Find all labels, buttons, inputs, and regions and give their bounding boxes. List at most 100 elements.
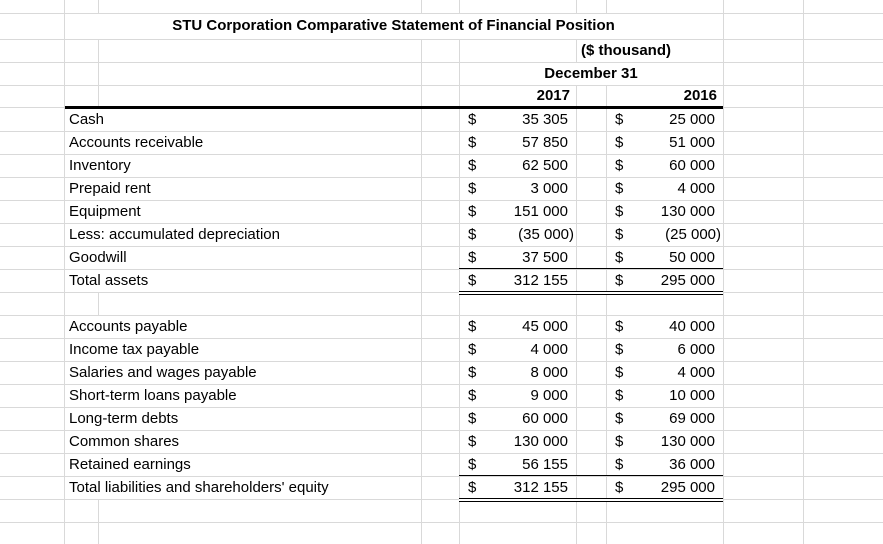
amount-cell-2017[interactable]: $ (35 000) (459, 223, 576, 246)
label-cell[interactable]: Less: accumulated depreciation (69, 226, 280, 243)
amount-cell-2016[interactable]: $25 000 (606, 108, 723, 131)
gridline (98, 292, 99, 315)
amount-cell-2016[interactable]: $40 000 (606, 315, 723, 338)
amount-value: 8 000 (530, 364, 568, 381)
amount-value: 130 000 (660, 433, 715, 450)
amount-cell-2016[interactable]: $51 000 (606, 131, 723, 154)
label-cell[interactable]: Cash (69, 111, 105, 128)
label-cell[interactable]: Short-term loans payable (69, 387, 237, 404)
gridline (576, 39, 577, 62)
amount-cell-2017[interactable]: $151 000 (459, 200, 576, 223)
gridline (0, 62, 883, 63)
amount-cell-2017[interactable]: $312 155 (459, 269, 576, 292)
amount-cell-2017[interactable]: $35 305 (459, 108, 576, 131)
amount-value: 3 000 (530, 180, 568, 197)
gridline (606, 0, 607, 13)
label-cell[interactable]: Long-term debts (69, 410, 179, 427)
amount-cell-2016[interactable]: $10 000 (606, 384, 723, 407)
amount-cell-2017[interactable]: $3 000 (459, 177, 576, 200)
amount-cell-2016[interactable]: $4 000 (606, 361, 723, 384)
gridline (0, 315, 883, 316)
label-cell[interactable]: Goodwill (69, 249, 127, 266)
year-header-2016[interactable]: 2016 (683, 87, 717, 104)
amount-value: 130 000 (660, 203, 715, 220)
gridline (0, 223, 883, 224)
label-cell[interactable]: Accounts receivable (69, 134, 204, 151)
amount-cell-2017[interactable]: $37 500 (459, 246, 576, 269)
label-cell[interactable]: Total liabilities and shareholders' equi… (69, 479, 329, 496)
gridline (0, 39, 883, 40)
gridline (576, 85, 577, 544)
currency-symbol: $ (615, 226, 624, 243)
currency-symbol: $ (615, 318, 624, 335)
date-header-cell[interactable]: December 31 (544, 65, 638, 82)
year-header-2017[interactable]: 2017 (536, 87, 570, 104)
currency-symbol: $ (615, 157, 624, 174)
amount-cell-2016[interactable]: $ (25 000) (606, 223, 723, 246)
amount-value: 51 000 (669, 134, 715, 151)
amount-value: 295 000 (660, 479, 715, 496)
amount-value: 57 850 (522, 134, 568, 151)
amount-cell-2016[interactable]: $130 000 (606, 200, 723, 223)
label-cell[interactable]: Accounts payable (69, 318, 188, 335)
currency-symbol: $ (615, 433, 624, 450)
label-cell[interactable]: Inventory (69, 157, 131, 174)
amount-cell-2016[interactable]: $50 000 (606, 246, 723, 269)
gridline (0, 453, 883, 454)
amount-cell-2017[interactable]: $8 000 (459, 361, 576, 384)
amount-cell-2016[interactable]: $130 000 (606, 430, 723, 453)
label-cell[interactable]: Prepaid rent (69, 180, 151, 197)
currency-symbol: $ (468, 410, 477, 427)
gridline (459, 0, 460, 13)
amount-value: 4 000 (677, 364, 715, 381)
amount-cell-2016[interactable]: $4 000 (606, 177, 723, 200)
amount-cell-2016[interactable]: $69 000 (606, 407, 723, 430)
gridline (0, 430, 883, 431)
amount-value: 312 155 (513, 272, 568, 289)
label-cell[interactable]: Common shares (69, 433, 180, 450)
amount-cell-2017[interactable]: $312 155 (459, 476, 576, 499)
gridline (576, 0, 577, 13)
amount-value: 40 000 (669, 318, 715, 335)
gridline (98, 499, 99, 544)
amount-cell-2017[interactable]: $56 155 (459, 453, 576, 476)
gridline (0, 476, 883, 477)
amount-cell-2017[interactable]: $60 000 (459, 407, 576, 430)
currency-symbol: $ (615, 111, 624, 128)
amount-value: 37 500 (522, 249, 568, 266)
currency-symbol: $ (468, 203, 477, 220)
amount-cell-2017[interactable]: $62 500 (459, 154, 576, 177)
label-cell[interactable]: Retained earnings (69, 456, 191, 473)
amount-cell-2017[interactable]: $9 000 (459, 384, 576, 407)
total-liabilities-double-rule (459, 497, 723, 502)
amount-cell-2017[interactable]: $4 000 (459, 338, 576, 361)
amount-cell-2016[interactable]: $60 000 (606, 154, 723, 177)
currency-symbol: $ (615, 364, 624, 381)
label-cell[interactable]: Income tax payable (69, 341, 200, 358)
label-cell[interactable]: Equipment (69, 203, 141, 220)
amount-value: 4 000 (530, 341, 568, 358)
table-row: Equipment $151 000 $130 000 (0, 200, 883, 223)
unit-note-cell[interactable]: ($ thousand) (581, 42, 671, 59)
amount-cell-2017[interactable]: $130 000 (459, 430, 576, 453)
label-cell[interactable]: Total assets (69, 272, 149, 289)
currency-symbol: $ (615, 180, 624, 197)
table-row: Cash $35 305 $25 000 (0, 108, 883, 131)
amount-cell-2016[interactable]: $6 000 (606, 338, 723, 361)
amount-cell-2016[interactable]: $295 000 (606, 476, 723, 499)
amount-cell-2017[interactable]: $45 000 (459, 315, 576, 338)
currency-symbol: $ (615, 341, 624, 358)
currency-symbol: $ (468, 318, 477, 335)
amount-value: 35 305 (522, 111, 568, 128)
subtotal-rule (459, 267, 723, 269)
gridline (0, 85, 883, 86)
amount-value: 6 000 (677, 341, 715, 358)
gridline (0, 269, 883, 270)
gridline (0, 361, 883, 362)
table-row: Goodwill $37 500 $50 000 (0, 246, 883, 269)
amount-cell-2016[interactable]: $36 000 (606, 453, 723, 476)
amount-cell-2017[interactable]: $57 850 (459, 131, 576, 154)
label-cell[interactable]: Salaries and wages payable (69, 364, 257, 381)
sheet-title[interactable]: STU Corporation Comparative Statement of… (172, 17, 615, 34)
amount-cell-2016[interactable]: $295 000 (606, 269, 723, 292)
